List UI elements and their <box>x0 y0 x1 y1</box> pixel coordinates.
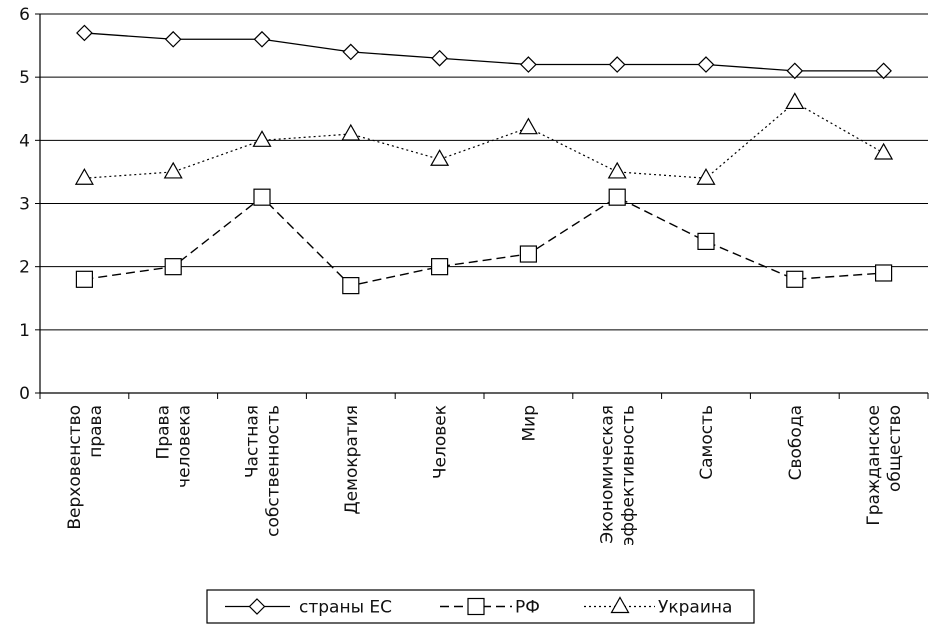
x-category-label: Человек <box>431 405 451 479</box>
series-3 <box>74 92 894 185</box>
x-category-label-line: Человек <box>431 405 451 479</box>
data-point <box>519 245 538 263</box>
gridlines <box>40 13 928 331</box>
data-point <box>520 56 537 73</box>
legend-label: РФ <box>515 598 540 618</box>
x-category-label-line: Самость <box>697 405 717 480</box>
data-point <box>431 49 448 67</box>
data-point <box>430 149 450 166</box>
legend-item-3: Украина <box>584 596 732 618</box>
legend-label: Украина <box>658 598 732 618</box>
data-point <box>164 258 182 276</box>
legend: страны ЕС РФ Украина <box>206 589 755 624</box>
legend-marker <box>610 596 630 614</box>
x-category-label: Права человека <box>154 405 195 488</box>
data-point <box>342 277 360 295</box>
series-line <box>84 32 884 72</box>
data-point <box>875 62 892 80</box>
series-2 <box>75 188 893 295</box>
x-category-label: Гражданское общество <box>864 405 905 526</box>
y-axis-ticks: 0 1 2 3 4 5 6 <box>19 5 40 404</box>
x-category-label-line: собственность <box>264 405 284 537</box>
data-point <box>74 168 94 185</box>
legend-marker <box>467 597 485 616</box>
y-tick-label: 0 <box>19 384 30 404</box>
data-point <box>253 188 271 206</box>
data-point <box>786 62 804 80</box>
data-point <box>253 30 271 48</box>
series-line <box>84 196 884 287</box>
data-point <box>607 161 627 179</box>
x-category-label-line: Демократия <box>342 405 362 515</box>
data-point <box>608 188 626 206</box>
legend-item-2: РФ <box>440 598 540 618</box>
series-1 <box>76 24 892 80</box>
x-category-label: Свобода <box>786 405 806 480</box>
x-category-label-line: общество <box>885 405 905 492</box>
axes <box>39 14 929 399</box>
x-category-label-line: Свобода <box>786 405 806 480</box>
x-category-label: Экономическая эффективность <box>598 405 639 546</box>
x-category-label: Демократия <box>342 405 362 515</box>
data-point <box>75 270 94 288</box>
x-category-label-line: Верховенство <box>65 405 85 530</box>
y-tick-label: 3 <box>19 195 30 215</box>
x-category-label: Частная собственность <box>243 405 284 537</box>
data-point <box>518 117 538 135</box>
x-category-label-line: человека <box>175 405 195 488</box>
x-category-label: Верховенство права <box>65 405 106 530</box>
series-line <box>84 101 884 179</box>
y-tick-label: 1 <box>19 321 30 341</box>
data-point <box>252 130 272 147</box>
data-point <box>341 123 361 141</box>
series-group <box>74 24 894 295</box>
data-point <box>786 270 804 288</box>
y-tick-label: 5 <box>19 68 30 88</box>
data-point <box>608 56 626 73</box>
x-category-label-line: эффективность <box>619 405 639 546</box>
data-point <box>342 43 360 61</box>
legend-label: страны ЕС <box>299 598 392 618</box>
y-tick-label: 4 <box>19 131 30 151</box>
x-category-label: Самость <box>697 405 717 480</box>
x-category-label-line: Права <box>154 405 174 459</box>
data-point <box>431 258 449 276</box>
x-category-label-line: Мир <box>519 405 539 442</box>
data-point <box>163 161 183 179</box>
x-axis-categories: Верховенство права Права человека Частная соб… <box>65 405 905 546</box>
x-category-label-line: права <box>86 405 106 458</box>
data-point <box>697 56 715 73</box>
data-point <box>164 30 182 48</box>
y-tick-label: 2 <box>19 258 30 278</box>
data-point <box>696 168 716 185</box>
x-category-label-line: Гражданское <box>864 405 884 526</box>
data-point <box>785 92 805 110</box>
x-category-label-line: Экономическая <box>598 405 618 544</box>
data-point <box>697 232 715 250</box>
data-point <box>76 24 93 42</box>
legend-marker <box>248 598 266 615</box>
y-tick-label: 6 <box>19 5 30 25</box>
x-category-label: Мир <box>519 405 539 442</box>
x-category-label-line: Частная <box>243 405 263 478</box>
data-point <box>874 142 894 160</box>
data-point <box>874 264 893 282</box>
legend-item-1: страны ЕС <box>225 598 392 618</box>
